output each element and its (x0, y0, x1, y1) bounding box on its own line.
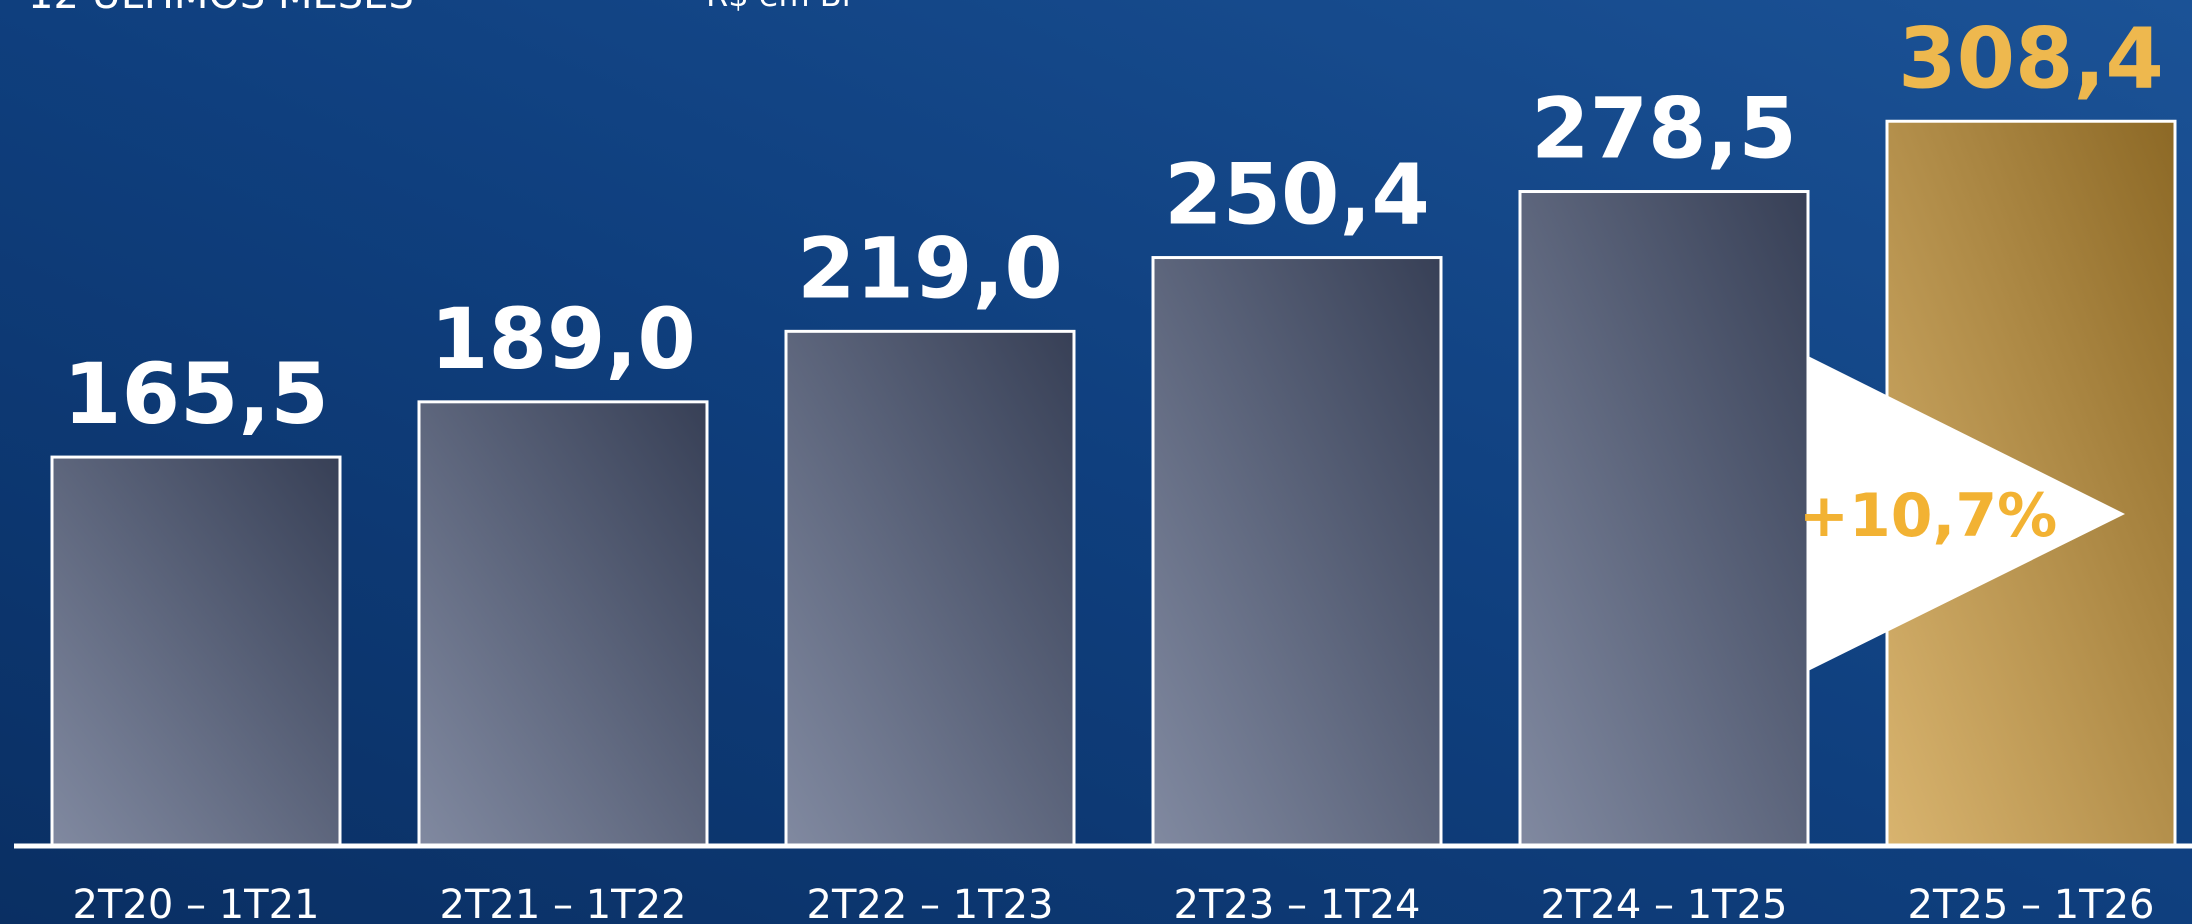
bar-shade (787, 332, 1073, 845)
growth-arrow (1808, 356, 2125, 671)
value-label: 219,0 (797, 219, 1063, 317)
x-tick-label: 2T23 – 1T24 (1174, 882, 1421, 924)
value-label: 189,0 (430, 290, 696, 388)
x-tick-label: 2T25 – 1T26 (1908, 882, 2155, 924)
x-tick-label: 2T24 – 1T25 (1541, 882, 1788, 924)
bar-shade (1521, 193, 1807, 845)
chart-title: 12 ÚLTIMOS MESES (28, 0, 414, 18)
chart-subtitle: R$ em Bi (706, 0, 851, 14)
x-tick-label: 2T22 – 1T23 (807, 882, 1054, 924)
growth-annotation: +10,7% (1799, 481, 2057, 551)
value-label: 278,5 (1531, 80, 1797, 178)
value-label: 165,5 (63, 345, 329, 443)
x-tick-label: 2T20 – 1T21 (73, 882, 320, 924)
value-label: 308,4 (1898, 9, 2164, 107)
bar-shade (420, 403, 706, 845)
bar-shade (1154, 259, 1440, 845)
value-label: 250,4 (1164, 146, 1430, 244)
x-tick-label: 2T21 – 1T22 (440, 882, 687, 924)
bar-shade (53, 458, 339, 845)
